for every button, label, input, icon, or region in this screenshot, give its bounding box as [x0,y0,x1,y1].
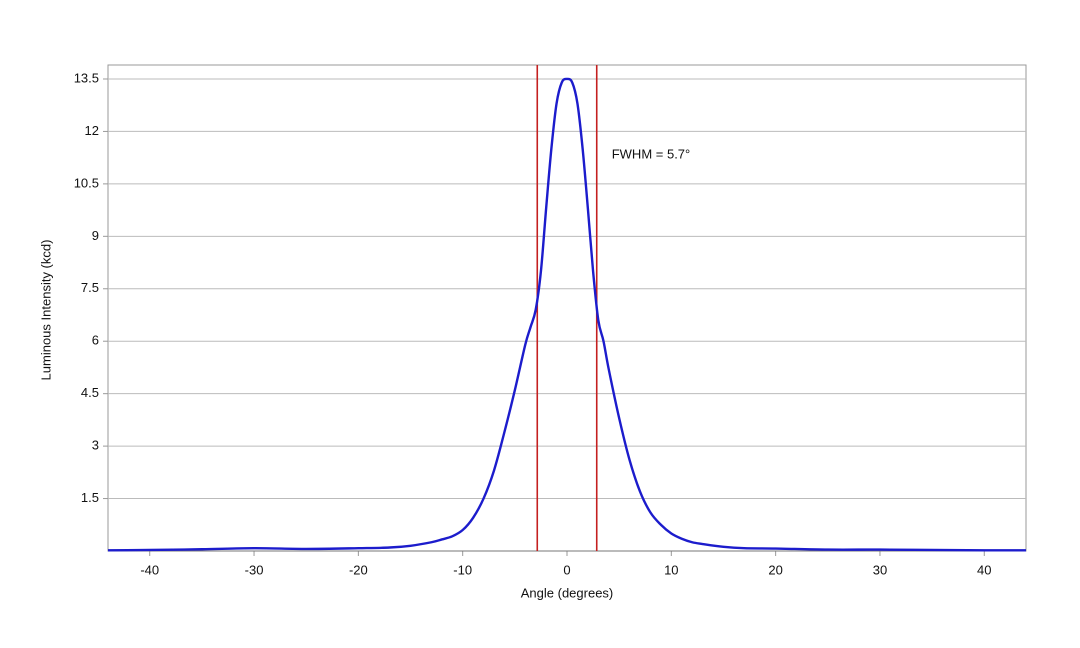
x-tick-label: 20 [768,562,782,577]
annotation: FWHM = 5.7° [612,146,691,161]
y-tick-label: 4.5 [81,385,99,400]
x-tick-label: 0 [563,562,570,577]
y-tick-label: 13.5 [74,70,99,85]
x-tick-label: 10 [664,562,678,577]
x-tick-label: 40 [977,562,991,577]
y-tick-label: 7.5 [81,280,99,295]
x-tick-label: -20 [349,562,368,577]
y-tick-label: 6 [92,333,99,348]
x-tick-label: 30 [873,562,887,577]
y-tick-label: 10.5 [74,175,99,190]
y-tick-label: 1.5 [81,490,99,505]
y-tick-label: 9 [92,228,99,243]
y-tick-label: 12 [85,123,99,138]
x-tick-label: -40 [140,562,159,577]
x-tick-label: -30 [245,562,264,577]
y-tick-label: 3 [92,438,99,453]
y-axis-label: Luminous Intensity (kcd) [38,240,53,381]
intensity-line [107,77,1027,552]
x-axis-label: Angle (degrees) [521,585,614,600]
x-tick-label: -10 [453,562,472,577]
plot-area [107,64,1027,552]
